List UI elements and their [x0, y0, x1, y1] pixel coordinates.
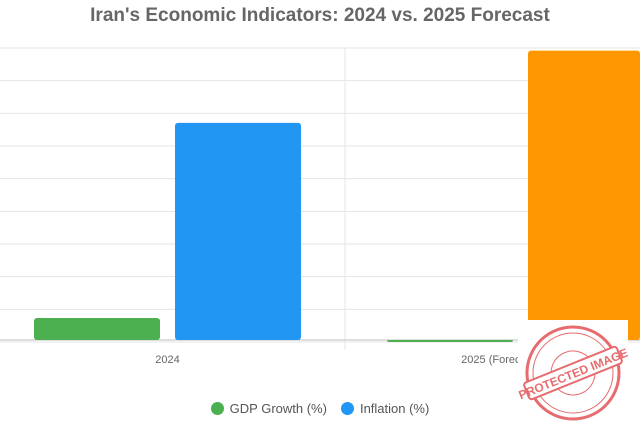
legend-item-inflation[interactable]: Inflation (%) [340, 401, 430, 416]
bars [34, 50, 640, 342]
legend-label-inflation: Inflation (%) [359, 401, 430, 416]
bar-gdp-growth--1[interactable] [387, 339, 513, 342]
bar-gdp-growth--0[interactable] [34, 317, 160, 340]
x-tick-labels: 2024 2025 (Forecast) [155, 354, 539, 366]
legend-label-gdp: GDP Growth (%) [229, 401, 327, 416]
chart-title: Iran's Economic Indicators: 2024 vs. 202… [90, 5, 550, 26]
protected-image-stamp: PROTECTED IMAGE [518, 320, 628, 427]
legend-swatch-inflation [340, 402, 354, 415]
x-tick-label: 2024 [155, 354, 179, 366]
legend-item-gdp[interactable]: GDP Growth (%) [210, 401, 327, 416]
bar-series2-1[interactable] [528, 50, 640, 340]
bar-inflation--0[interactable] [175, 122, 301, 340]
legend-swatch-gdp [210, 402, 224, 415]
legend: GDP Growth (%) Inflation (%) [0, 401, 640, 416]
